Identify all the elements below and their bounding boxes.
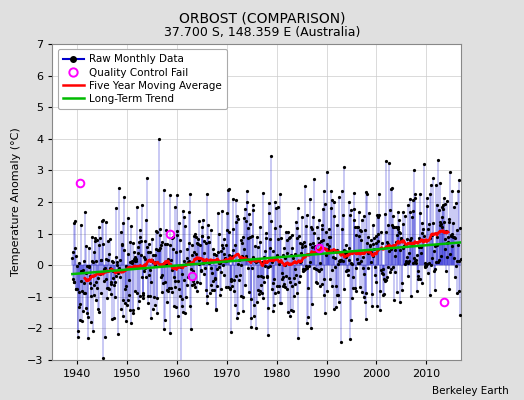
Text: 37.700 S, 148.359 E (Australia): 37.700 S, 148.359 E (Australia) <box>164 26 360 39</box>
Y-axis label: Temperature Anomaly (°C): Temperature Anomaly (°C) <box>12 128 21 276</box>
Text: Berkeley Earth: Berkeley Earth <box>432 386 508 396</box>
Text: ORBOST (COMPARISON): ORBOST (COMPARISON) <box>179 12 345 26</box>
Legend: Raw Monthly Data, Quality Control Fail, Five Year Moving Average, Long-Term Tren: Raw Monthly Data, Quality Control Fail, … <box>58 49 227 109</box>
